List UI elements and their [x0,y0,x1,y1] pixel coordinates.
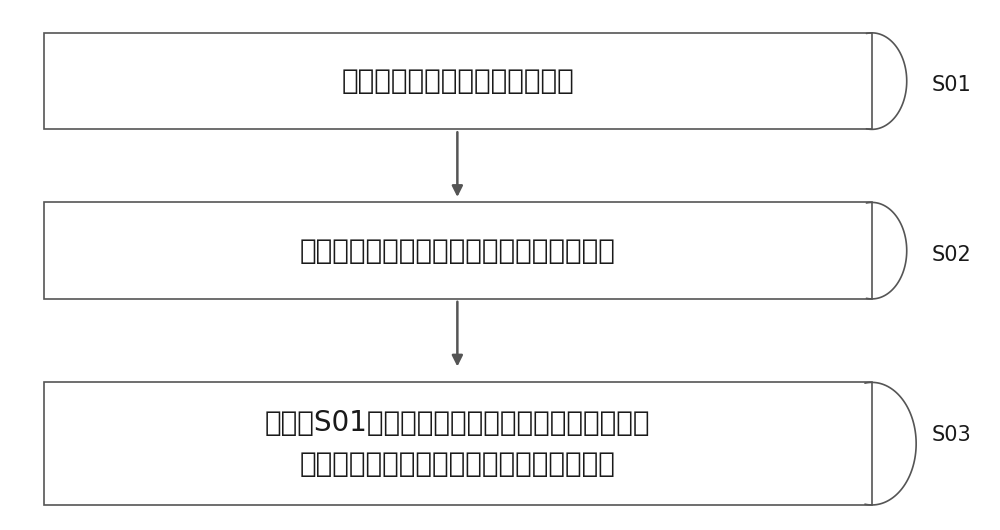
Text: 在保护气存在下，均匀混合硫化镉和硒化镉: 在保护气存在下，均匀混合硫化镉和硒化镉 [300,237,616,264]
Text: S03: S03 [931,425,971,445]
Text: S02: S02 [931,244,971,264]
Text: 在衬底上沉积一金属催化剂薄膜: 在衬底上沉积一金属催化剂薄膜 [341,67,574,95]
Bar [44,33,872,129]
Bar [44,202,872,299]
Bar [44,382,872,505]
Text: 将步骤S01的衬底和混合的硫化镉与硒化镉进行加
温，通过化学气相沉积方法得到一维纳米线: 将步骤S01的衬底和混合的硫化镉与硒化镉进行加 温，通过化学气相沉积方法得到一维… [265,409,651,478]
Text: S01: S01 [931,75,971,95]
